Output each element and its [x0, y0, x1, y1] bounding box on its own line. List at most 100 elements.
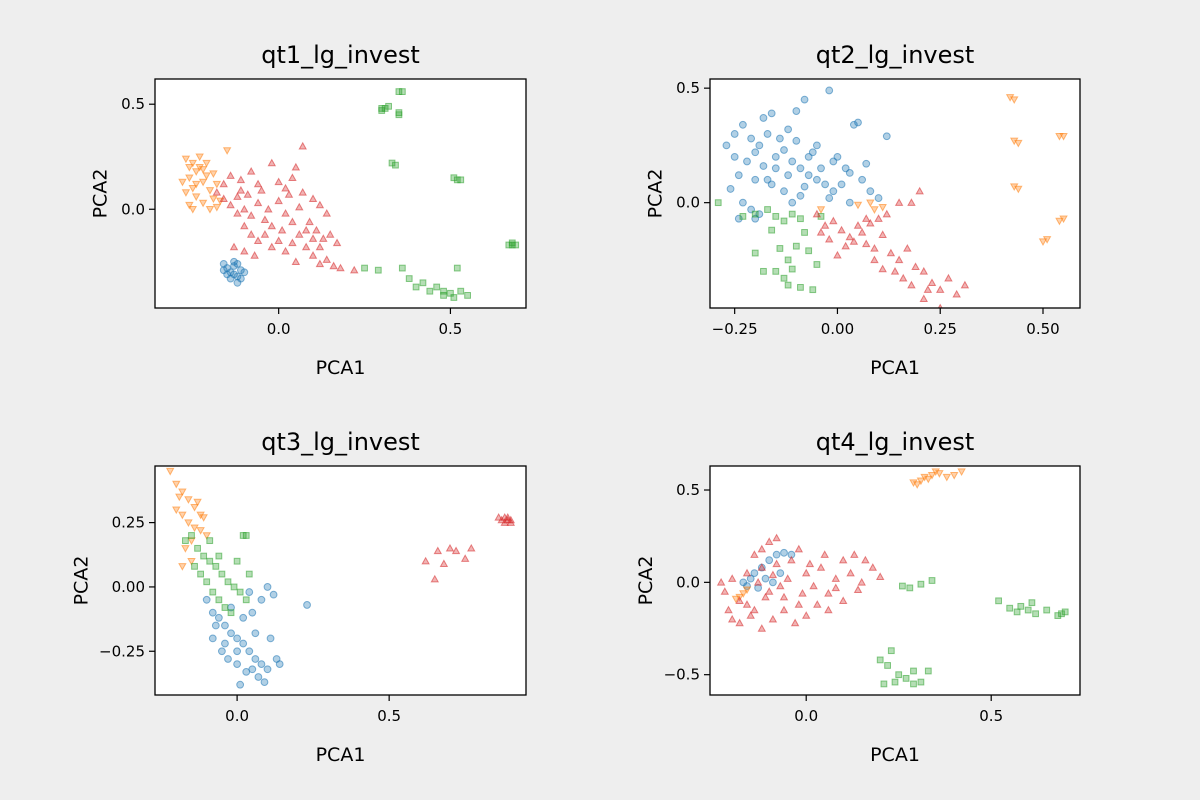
data-point	[460, 554, 470, 562]
x-tick-label: 0.0	[267, 320, 291, 338]
data-point	[202, 595, 211, 604]
data-point	[1014, 185, 1023, 194]
data-point	[779, 605, 789, 614]
data-point	[874, 194, 883, 202]
data-point	[195, 153, 204, 162]
data-point	[419, 279, 427, 287]
x-axis-label: PCA1	[316, 357, 366, 379]
data-point	[927, 278, 937, 287]
data-point	[197, 570, 205, 578]
data-point	[378, 105, 386, 112]
data-point	[779, 592, 789, 601]
data-point	[219, 266, 228, 275]
data-point	[772, 550, 781, 559]
data-point	[224, 578, 232, 586]
chart-title: qt1_lg_invest	[261, 41, 420, 69]
data-point	[233, 209, 242, 217]
data-point	[882, 132, 891, 141]
data-point	[1024, 606, 1032, 614]
data-point	[1032, 610, 1039, 618]
data-point	[322, 209, 332, 217]
series-2	[816, 94, 1068, 247]
x-tick-label: 0.00	[821, 320, 854, 338]
data-point	[267, 242, 277, 251]
data-point	[878, 204, 887, 212]
data-point	[870, 206, 879, 214]
data-point	[450, 174, 458, 182]
data-point	[240, 268, 249, 277]
data-point	[772, 213, 780, 220]
data-point	[784, 125, 793, 134]
data-point	[720, 587, 730, 595]
data-point	[385, 102, 392, 110]
series-4	[421, 513, 516, 583]
data-point	[849, 237, 859, 245]
data-point	[761, 592, 770, 601]
data-point	[738, 198, 747, 207]
chart-title: qt3_lg_invest	[261, 428, 420, 456]
data-point	[260, 230, 270, 238]
data-point	[269, 590, 278, 599]
data-point	[735, 618, 744, 627]
data-point	[942, 473, 952, 482]
data-point	[841, 164, 850, 173]
data-point	[772, 533, 781, 542]
data-point	[233, 192, 242, 200]
data-point	[751, 210, 759, 218]
data-point	[743, 582, 751, 590]
data-point	[175, 493, 184, 502]
data-point	[453, 176, 461, 184]
data-point	[430, 574, 440, 583]
data-point	[816, 563, 826, 571]
data-point	[746, 574, 755, 583]
data-point	[829, 157, 838, 166]
y-tick-label: −0.5	[664, 666, 700, 684]
data-point	[801, 568, 811, 577]
data-point	[750, 550, 759, 558]
data-point	[764, 587, 774, 595]
data-point	[248, 608, 257, 617]
data-point	[233, 660, 242, 669]
data-point	[236, 185, 246, 194]
data-point	[206, 537, 214, 545]
data-point	[722, 141, 731, 150]
data-point	[866, 199, 875, 208]
x-tick-label: 0.25	[924, 320, 957, 338]
data-point	[264, 204, 273, 213]
series-4	[212, 141, 359, 274]
data-point	[215, 552, 223, 560]
data-point	[894, 198, 904, 206]
series-3	[361, 88, 520, 301]
data-point	[374, 266, 382, 274]
data-point	[831, 574, 841, 582]
data-point	[902, 674, 910, 682]
series-3	[714, 199, 825, 294]
data-point	[181, 189, 191, 197]
data-point	[212, 188, 222, 196]
data-point	[381, 105, 389, 112]
data-point	[215, 596, 223, 604]
data-point	[796, 191, 805, 200]
data-point	[451, 546, 461, 555]
data-point	[870, 255, 879, 264]
data-point	[910, 680, 917, 688]
data-point	[1058, 610, 1065, 618]
data-point	[1017, 602, 1025, 610]
data-point	[421, 556, 430, 565]
x-tick-label: −0.25	[712, 320, 758, 338]
data-point	[233, 259, 242, 268]
data-point	[763, 130, 772, 138]
data-point	[194, 544, 201, 552]
data-point	[1059, 215, 1068, 224]
data-point	[239, 613, 248, 622]
data-point	[923, 285, 933, 293]
data-point	[767, 109, 776, 118]
data-point	[508, 241, 516, 249]
data-point	[457, 287, 465, 295]
data-point	[853, 221, 863, 229]
data-point	[240, 204, 249, 213]
data-point	[788, 265, 796, 273]
data-point	[731, 595, 741, 604]
data-point	[861, 239, 871, 248]
data-point	[246, 230, 256, 238]
